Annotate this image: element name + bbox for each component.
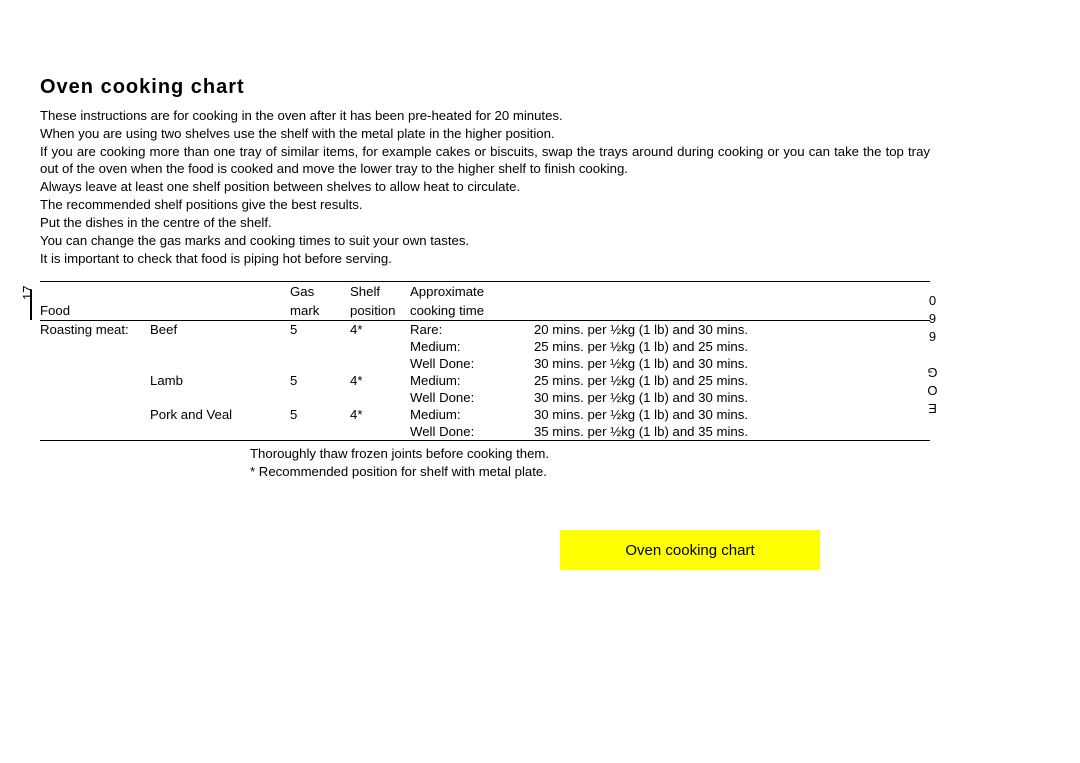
cell-time: 30 mins. per ½kg (1 lb) and 30 mins.: [534, 355, 930, 372]
cell-shelf: 4*: [350, 406, 410, 423]
cell-shelf: 4*: [350, 372, 410, 389]
cell-item: Pork and Veal: [150, 406, 290, 423]
header-shelf2: position: [350, 301, 410, 321]
cell-done: Medium:: [410, 338, 534, 355]
cell-item: Lamb: [150, 372, 290, 389]
footnote-line: Thoroughly thaw frozen joints before coo…: [250, 445, 930, 463]
header-gas: Gas: [290, 282, 350, 301]
cell-time: 35 mins. per ½kg (1 lb) and 35 mins.: [534, 423, 930, 441]
header-food-label: Food: [40, 301, 150, 321]
intro-text: These instructions are for cooking in th…: [40, 107, 930, 267]
cell-time: 30 mins. per ½kg (1 lb) and 30 mins.: [534, 389, 930, 406]
page-title: Oven cooking chart: [40, 76, 930, 99]
table-body: Roasting meat: Beef 5 4* Rare: 20 mins. …: [40, 321, 930, 441]
cell-done: Well Done:: [410, 423, 534, 441]
table-row: Pork and Veal 5 4* Medium: 30 mins. per …: [40, 406, 930, 423]
intro-line: If you are cooking more than one tray of…: [40, 143, 930, 179]
cell-time: 25 mins. per ½kg (1 lb) and 25 mins.: [534, 372, 930, 389]
cell-done: Well Done:: [410, 389, 534, 406]
document-page: Oven cooking chart These instructions ar…: [40, 76, 930, 481]
header-approx: Approximate: [410, 282, 930, 301]
header-gas2: mark: [290, 301, 350, 321]
cell-gas: 5: [290, 372, 350, 389]
table-header: Gas Shelf Approximate Food mark position…: [40, 282, 930, 321]
table-row: Roasting meat: Beef 5 4* Rare: 20 mins. …: [40, 321, 930, 339]
footnote-line: * Recommended position for shelf with me…: [250, 463, 930, 481]
intro-line: You can change the gas marks and cooking…: [40, 232, 930, 250]
intro-line: These instructions are for cooking in th…: [40, 107, 930, 125]
cell-gas: 5: [290, 406, 350, 423]
cell-done: Medium:: [410, 406, 534, 423]
footnotes: Thoroughly thaw frozen joints before coo…: [40, 445, 930, 481]
cell-done: Well Done:: [410, 355, 534, 372]
cell-done: Rare:: [410, 321, 534, 339]
cell-time: 20 mins. per ½kg (1 lb) and 30 mins.: [534, 321, 930, 339]
cell-shelf: 4*: [350, 321, 410, 339]
intro-line: Always leave at least one shelf position…: [40, 178, 930, 196]
table-row: Well Done: 30 mins. per ½kg (1 lb) and 3…: [40, 355, 930, 372]
model-label: EOG 660: [925, 290, 940, 416]
cooking-table: Gas Shelf Approximate Food mark position…: [40, 281, 930, 441]
header-item: [150, 282, 290, 301]
header-food: [40, 282, 150, 301]
page-number: 17: [20, 286, 35, 300]
cell-item: Beef: [150, 321, 290, 339]
cell-food: Roasting meat:: [40, 321, 150, 339]
section-tab: Oven cooking chart: [560, 530, 820, 570]
header-approx2: cooking time: [410, 301, 930, 321]
intro-line: The recommended shelf positions give the…: [40, 196, 930, 214]
table-row: Well Done: 35 mins. per ½kg (1 lb) and 3…: [40, 423, 930, 441]
header-shelf: Shelf: [350, 282, 410, 301]
section-tab-label: Oven cooking chart: [625, 542, 754, 559]
cell-done: Medium:: [410, 372, 534, 389]
table-row: Well Done: 30 mins. per ½kg (1 lb) and 3…: [40, 389, 930, 406]
cell-gas: 5: [290, 321, 350, 339]
intro-line: When you are using two shelves use the s…: [40, 125, 930, 143]
table-row: Medium: 25 mins. per ½kg (1 lb) and 25 m…: [40, 338, 930, 355]
intro-line: Put the dishes in the centre of the shel…: [40, 214, 930, 232]
intro-line: It is important to check that food is pi…: [40, 250, 930, 268]
cell-time: 30 mins. per ½kg (1 lb) and 30 mins.: [534, 406, 930, 423]
table-row: Lamb 5 4* Medium: 25 mins. per ½kg (1 lb…: [40, 372, 930, 389]
cell-time: 25 mins. per ½kg (1 lb) and 25 mins.: [534, 338, 930, 355]
